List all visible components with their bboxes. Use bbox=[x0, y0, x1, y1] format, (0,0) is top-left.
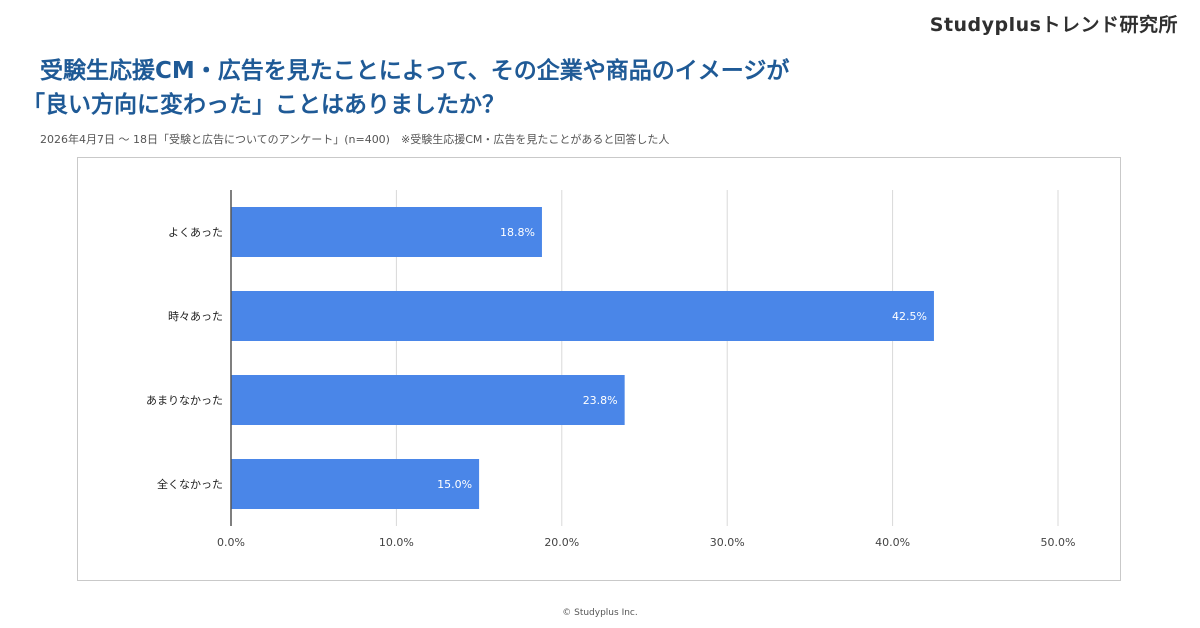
copyright: © Studyplus Inc. bbox=[562, 608, 638, 618]
bar-data-label: 42.5% bbox=[892, 310, 927, 323]
x-tick-label: 0.0% bbox=[217, 536, 245, 549]
bar bbox=[231, 207, 542, 257]
bar-chart: 0.0% 10.0% 20.0% 30.0% 40.0% 50.0% 18.8% よくあった 4… bbox=[146, 190, 1076, 549]
x-tick-label: 20.0% bbox=[544, 536, 579, 549]
category-label: 全くなかった bbox=[157, 477, 223, 491]
brand-logo: Studyplusトレンド研究所 bbox=[929, 14, 1178, 36]
survey-note: 2026年4月7日 〜 18日「受験と広告についてのアンケート」(n=400) … bbox=[40, 133, 670, 146]
bar bbox=[231, 459, 480, 509]
chart-frame: 0.0% 10.0% 20.0% 30.0% 40.0% 50.0% 18.8% よくあった 4… bbox=[77, 157, 1121, 581]
bar-data-label: 23.8% bbox=[583, 394, 618, 407]
bar-data-label: 18.8% bbox=[500, 226, 535, 239]
x-tick-label: 30.0% bbox=[710, 536, 745, 549]
bar-data-label: 15.0% bbox=[437, 478, 472, 491]
category-label: よくあった bbox=[168, 226, 223, 239]
x-tick-label: 40.0% bbox=[875, 536, 910, 549]
x-tick-label: 50.0% bbox=[1041, 536, 1076, 549]
category-label: 時々あった bbox=[168, 310, 223, 323]
title-line-1: 受験生応援CM・広告を見たことによって、その企業や商品のイメージが bbox=[40, 58, 790, 84]
bar bbox=[231, 375, 625, 425]
x-tick-label: 10.0% bbox=[379, 536, 414, 549]
bar bbox=[231, 291, 934, 341]
category-label: あまりなかった bbox=[146, 394, 223, 407]
title-line-2: 「良い方向に変わった」ことはありましたか？ bbox=[22, 92, 505, 118]
page-title: 受験生応援CM・広告を見たことによって、その企業や商品のイメージが 「良い方向に… bbox=[22, 54, 789, 122]
